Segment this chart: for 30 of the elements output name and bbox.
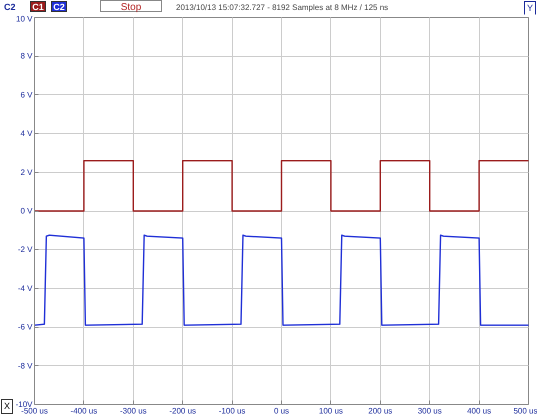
y-tick-label: 10 V (16, 14, 34, 24)
x-tick-label: -300 us (120, 406, 147, 416)
x-tick-label: 500 us (513, 406, 537, 416)
y-tick-label: -8 V (18, 361, 34, 370)
text: X (1, 399, 14, 414)
y-tick-label: 6 V (20, 90, 34, 100)
x-tick-label: -100 us (218, 406, 246, 416)
y-tick-label: -6 V (18, 322, 34, 332)
text: C2 (51, 1, 67, 12)
y-tick-label: 8 V (20, 52, 34, 61)
x-tick-label: 200 us (368, 406, 392, 416)
x-tick-label: 400 us (467, 406, 492, 416)
y-tick-label: 2 V (20, 168, 34, 177)
chart-subtitle: 2013/10/13 15:07:32.727 - 8192 Samples at 8 MHz / 125 ns (176, 2, 388, 14)
y-axis-title: C2 (4, 1, 16, 14)
x-tick-label: -500 us (21, 406, 48, 416)
y-tick-label: -4 V (18, 284, 34, 293)
line-series (34, 234, 528, 326)
text: Stop (100, 0, 162, 13)
x-tick-label: 100 us (318, 406, 343, 416)
text: C1 (30, 1, 46, 12)
x-tick-label: 300 us (418, 406, 442, 416)
y-tick-label: -10V (16, 400, 34, 409)
y-tick-label: -2 V (18, 245, 34, 254)
y-tick-label: 0 V (20, 206, 34, 216)
y-tick-label: 4 V (20, 129, 34, 138)
x-tick-label: -400 us (70, 406, 98, 416)
x-tick-label: 0 us (274, 406, 290, 416)
text: Y (524, 1, 536, 16)
x-tick-label: -200 us (169, 406, 196, 416)
